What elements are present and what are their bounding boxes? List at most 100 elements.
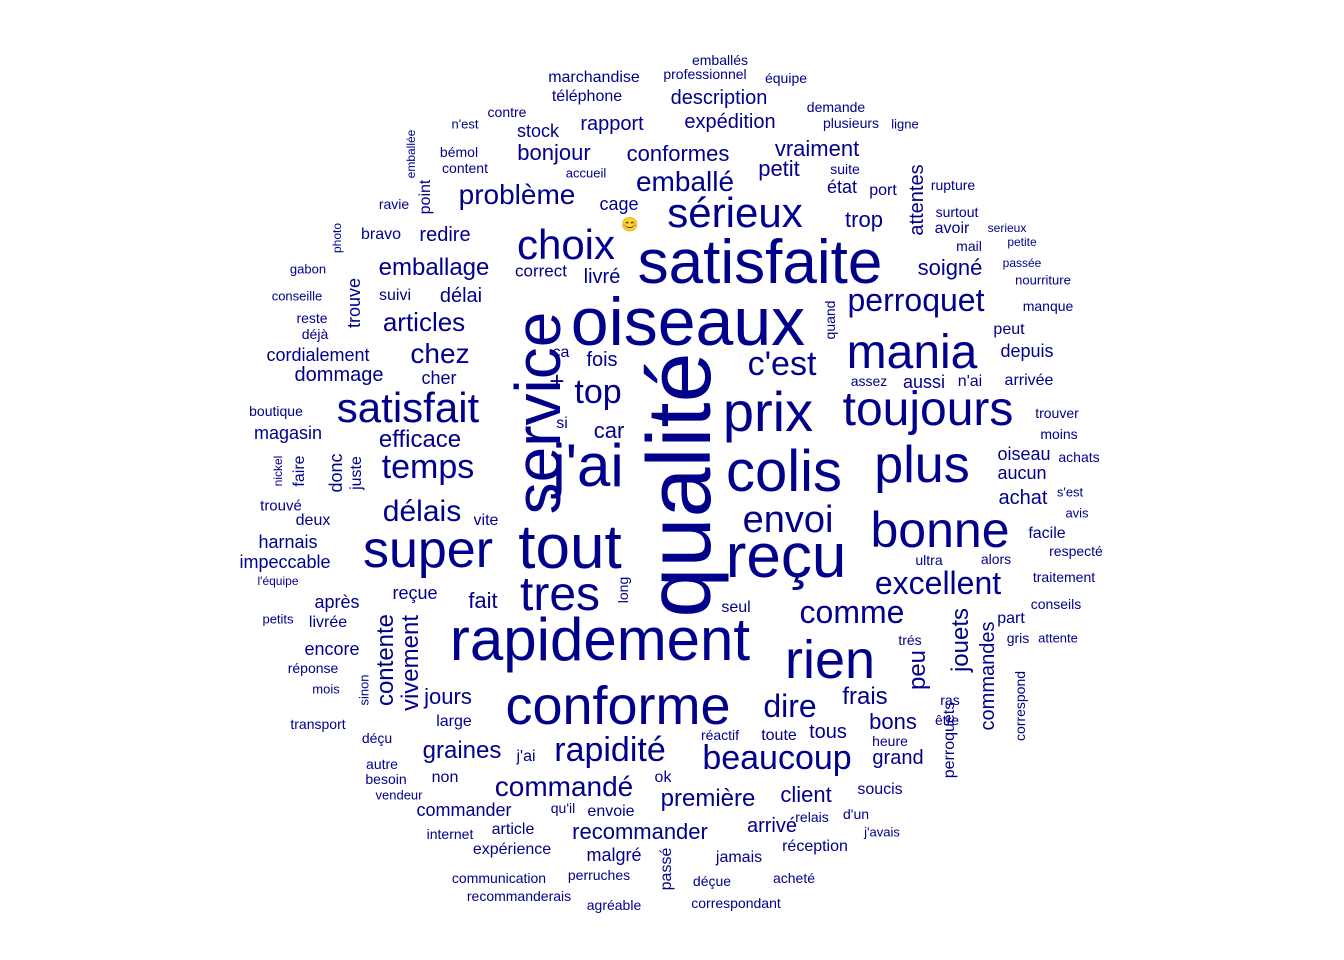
cloud-word: magasin: [253, 423, 323, 443]
cloud-word: tous: [809, 721, 847, 743]
cloud-word: moins: [1040, 426, 1078, 442]
cloud-word: conforme: [505, 676, 731, 736]
cloud-word: port: [869, 182, 897, 199]
cloud-word: tres: [519, 568, 601, 621]
cloud-word: plus: [874, 436, 970, 494]
cloud-word: reçu: [725, 522, 847, 591]
cloud-word: cage: [599, 194, 639, 214]
cloud-word: reste: [296, 310, 328, 326]
cloud-word: livré: [583, 266, 621, 288]
cloud-word: besoin: [365, 771, 407, 787]
cloud-word: déçue: [692, 873, 732, 889]
cloud-word: donc: [326, 453, 346, 493]
cloud-word: jamais: [715, 849, 763, 866]
cloud-word: emballage: [378, 254, 490, 281]
cloud-word: long: [615, 576, 631, 604]
cloud-word: commander: [416, 800, 512, 820]
cloud-word: seul: [721, 599, 751, 616]
cloud-word: ravie: [378, 196, 410, 212]
cloud-word: ultra: [915, 552, 943, 568]
cloud-word: manque: [1022, 298, 1074, 314]
cloud-word: correspond: [1012, 670, 1028, 742]
cloud-word: recommander: [572, 819, 708, 844]
cloud-word: trop: [845, 207, 883, 232]
cloud-word: encore: [304, 639, 360, 659]
cloud-word: demande: [806, 99, 866, 115]
cloud-word: problème: [458, 179, 576, 210]
cloud-word: ça: [552, 344, 570, 361]
cloud-word: serieux: [987, 221, 1027, 235]
cloud-word: suite: [830, 161, 860, 177]
cloud-word: arrivée: [1004, 372, 1054, 389]
cloud-word: emballée: [404, 129, 418, 179]
cloud-word: aussi: [902, 372, 946, 392]
cloud-word: ligne: [891, 116, 919, 132]
cloud-word: correct: [515, 261, 567, 281]
cloud-word: plusieurs: [822, 115, 880, 131]
cloud-word: attente: [1038, 630, 1078, 646]
cloud-word: beaucoup: [702, 739, 852, 777]
cloud-word: malgré: [586, 845, 642, 865]
cloud-word: autre: [366, 756, 398, 772]
cloud-word: conseille: [271, 288, 323, 304]
cloud-word: redire: [419, 224, 471, 246]
cloud-word: déjà: [301, 326, 329, 342]
cloud-word: réactif: [700, 727, 740, 743]
cloud-word: super: [362, 521, 494, 579]
cloud-word: professionnel: [663, 66, 747, 82]
cloud-word: réception: [782, 838, 848, 855]
cloud-word: vendeur: [375, 787, 423, 803]
cloud-word: acheté: [772, 870, 816, 886]
cloud-word: c'est: [747, 345, 817, 383]
cloud-word: déçu: [361, 730, 393, 746]
cloud-word: ok: [654, 769, 672, 786]
cloud-word: vraiment: [774, 136, 860, 161]
cloud-word: délai: [439, 285, 483, 307]
cloud-word: rapidité: [554, 731, 666, 769]
cloud-word: alors: [980, 551, 1012, 567]
cloud-word: articles: [382, 307, 466, 337]
cloud-word: oiseau: [997, 444, 1051, 464]
cloud-word: conseils: [1030, 596, 1082, 612]
cloud-word: efficace: [378, 426, 462, 453]
cloud-word: grand: [872, 747, 924, 769]
cloud-word: qu'il: [550, 800, 576, 816]
cloud-word: photo: [330, 222, 344, 254]
cloud-word: contre: [487, 104, 527, 120]
cloud-word: ras: [940, 692, 960, 708]
cloud-word: stock: [516, 121, 560, 141]
cloud-word: toute: [761, 727, 797, 744]
cloud-word: jours: [424, 684, 472, 709]
cloud-word: internet: [426, 826, 474, 842]
cloud-word: petite: [1007, 235, 1037, 249]
cloud-word: première: [660, 785, 756, 812]
cloud-word: satisfaite: [637, 228, 883, 297]
cloud-word: perruches: [567, 867, 631, 883]
cloud-word: petit: [758, 156, 800, 181]
cloud-word: commandé: [494, 771, 634, 802]
cloud-word: d'un: [842, 806, 870, 822]
cloud-word: emballé: [635, 166, 735, 197]
cloud-word: n'ai: [957, 373, 983, 390]
cloud-word: correspondant: [691, 895, 781, 911]
cloud-word: s'est: [1056, 484, 1084, 500]
cloud-word: emballés: [691, 52, 749, 68]
cloud-word: vivement: [397, 614, 424, 712]
cloud-word: rien: [784, 630, 876, 690]
cloud-word: non: [431, 769, 459, 786]
cloud-word: choix: [516, 221, 616, 268]
cloud-word: j'ai: [516, 748, 536, 765]
cloud-word: point: [417, 179, 434, 215]
cloud-word: expérience: [472, 841, 552, 858]
cloud-word: jouets: [947, 607, 974, 673]
cloud-word: suivi: [378, 287, 412, 304]
cloud-word: mois: [312, 681, 340, 697]
cloud-word: dommage: [294, 364, 384, 386]
cloud-word: frais: [842, 683, 888, 710]
cloud-word: sérieux: [667, 189, 803, 236]
cloud-word: facile: [1028, 525, 1066, 542]
cloud-word: état: [826, 177, 858, 197]
cloud-word: colis: [725, 439, 843, 504]
cloud-word: achat: [998, 487, 1048, 509]
cloud-word: reçue: [392, 583, 438, 603]
